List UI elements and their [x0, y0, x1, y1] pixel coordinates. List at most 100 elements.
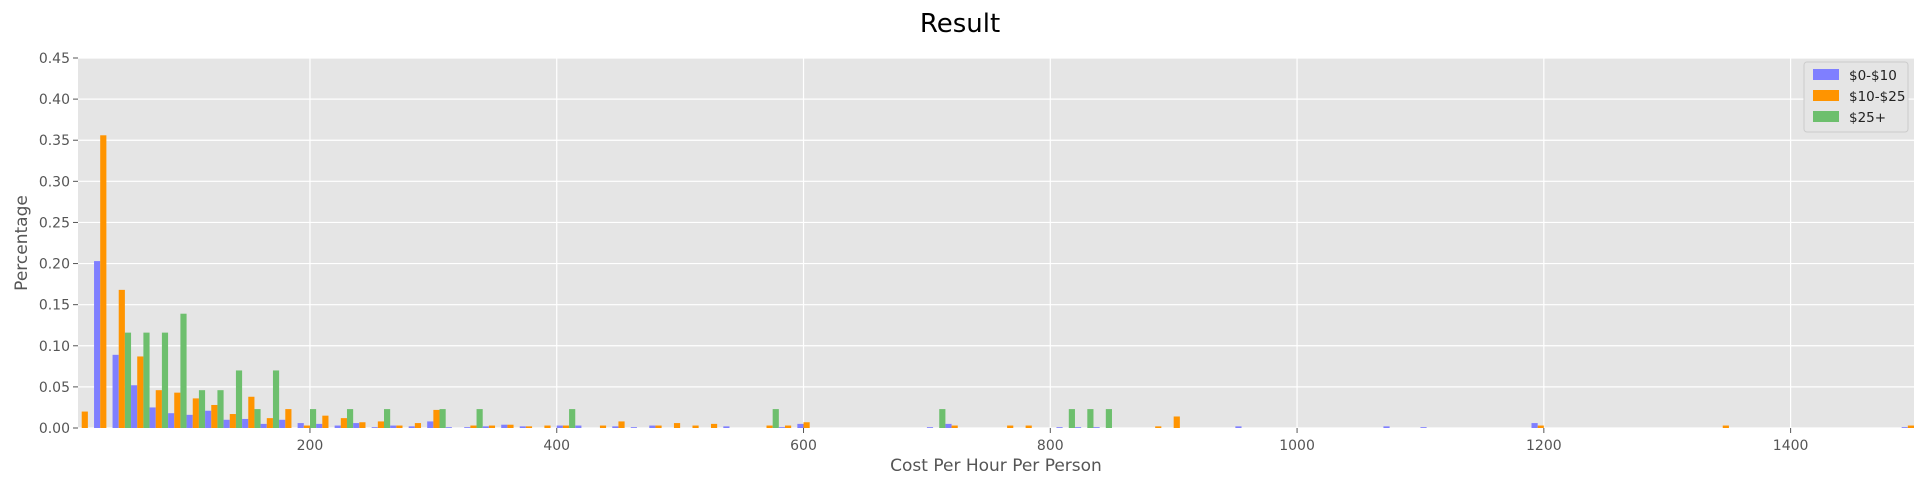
- bar: [285, 409, 292, 428]
- bar: [1173, 416, 1180, 428]
- bar: [1155, 426, 1162, 428]
- bar: [569, 409, 576, 428]
- bar: [1901, 427, 1908, 428]
- y-tick-label: 0.00: [39, 421, 70, 437]
- bar: [186, 414, 193, 428]
- x-tick-label: 400: [543, 438, 570, 454]
- bar: [655, 425, 662, 428]
- bar: [464, 427, 471, 428]
- bar: [174, 392, 181, 428]
- bar: [81, 411, 88, 428]
- bar: [118, 289, 125, 428]
- bar: [143, 332, 150, 428]
- bar: [797, 423, 804, 428]
- bar: [266, 418, 273, 428]
- bar: [1007, 425, 1014, 428]
- bar: [155, 390, 162, 428]
- bar: [137, 356, 144, 428]
- bar: [161, 332, 169, 428]
- bar: [414, 423, 422, 428]
- bar: [433, 409, 440, 428]
- bar: [556, 425, 563, 428]
- bar: [785, 425, 792, 428]
- bar: [272, 370, 280, 428]
- bar: [476, 409, 483, 428]
- bar: [346, 409, 354, 428]
- bar: [439, 409, 446, 428]
- bar: [223, 419, 230, 428]
- bar: [205, 410, 212, 428]
- legend-label: $25+: [1849, 110, 1886, 126]
- bar: [198, 390, 206, 428]
- bar: [180, 313, 187, 428]
- bar: [525, 426, 533, 428]
- bar: [396, 425, 403, 428]
- y-tick-label: 0.35: [39, 133, 70, 149]
- bar: [926, 427, 934, 428]
- bar: [279, 419, 286, 428]
- legend-swatch: [1813, 90, 1839, 101]
- bar: [1235, 426, 1242, 428]
- bar: [544, 425, 551, 428]
- bar: [112, 354, 119, 428]
- bar: [1420, 427, 1427, 428]
- bar: [316, 423, 323, 428]
- bar: [384, 409, 391, 428]
- bar: [778, 427, 786, 428]
- bar: [1383, 426, 1390, 428]
- bar: [519, 426, 526, 428]
- x-tick-label: 1400: [1773, 438, 1809, 454]
- y-tick-label: 0.05: [39, 380, 70, 396]
- legend-label: $0-$10: [1849, 68, 1897, 84]
- bar: [309, 409, 317, 428]
- y-tick-label: 0.15: [39, 298, 70, 314]
- y-tick-label: 0.25: [39, 215, 70, 231]
- bars: [81, 135, 1914, 429]
- axes: 0.00 0.05 0.10 0.15 0.20 0.25 0.30 0.35 0.40 0.45…: [39, 51, 1809, 454]
- y-axis-label: Percentage: [12, 195, 32, 291]
- y-tick-label: 0.20: [39, 257, 70, 273]
- x-tick-label: 800: [1037, 438, 1064, 454]
- legend: $0-$10 $10-$25 $25+: [1803, 61, 1909, 133]
- bar: [235, 370, 243, 428]
- x-tick-label: 1200: [1526, 438, 1562, 454]
- bar: [1056, 427, 1063, 428]
- bar: [297, 423, 304, 428]
- bar: [94, 261, 101, 428]
- bar: [408, 426, 415, 428]
- bar: [507, 424, 514, 428]
- bar: [488, 425, 496, 428]
- bar: [340, 418, 347, 428]
- bar: [445, 427, 452, 428]
- bar: [334, 425, 341, 428]
- bar: [1907, 425, 1914, 428]
- bar: [371, 427, 378, 428]
- bar: [377, 421, 384, 428]
- plot-area: [78, 58, 1914, 428]
- bar: [260, 423, 267, 428]
- bar: [353, 423, 360, 428]
- bar: [254, 409, 261, 428]
- y-tick-label: 0.40: [39, 92, 70, 108]
- bar: [501, 424, 508, 428]
- bar: [939, 409, 946, 428]
- legend-swatch: [1813, 69, 1839, 80]
- legend-label: $10-$25: [1849, 89, 1905, 105]
- bar: [248, 396, 255, 428]
- x-tick-label: 200: [297, 438, 324, 454]
- bar: [124, 332, 132, 428]
- bar: [470, 425, 477, 428]
- bar: [562, 425, 570, 428]
- bar: [217, 390, 224, 428]
- bar: [192, 398, 199, 428]
- bar: [242, 418, 249, 428]
- bar: [772, 409, 779, 428]
- legend-swatch: [1813, 111, 1839, 122]
- bar: [612, 426, 619, 428]
- x-axis-label: Cost Per Hour Per Person: [890, 456, 1102, 476]
- bar: [168, 413, 175, 428]
- bar: [322, 415, 329, 428]
- x-tick-label: 1000: [1279, 438, 1315, 454]
- bar: [359, 422, 366, 428]
